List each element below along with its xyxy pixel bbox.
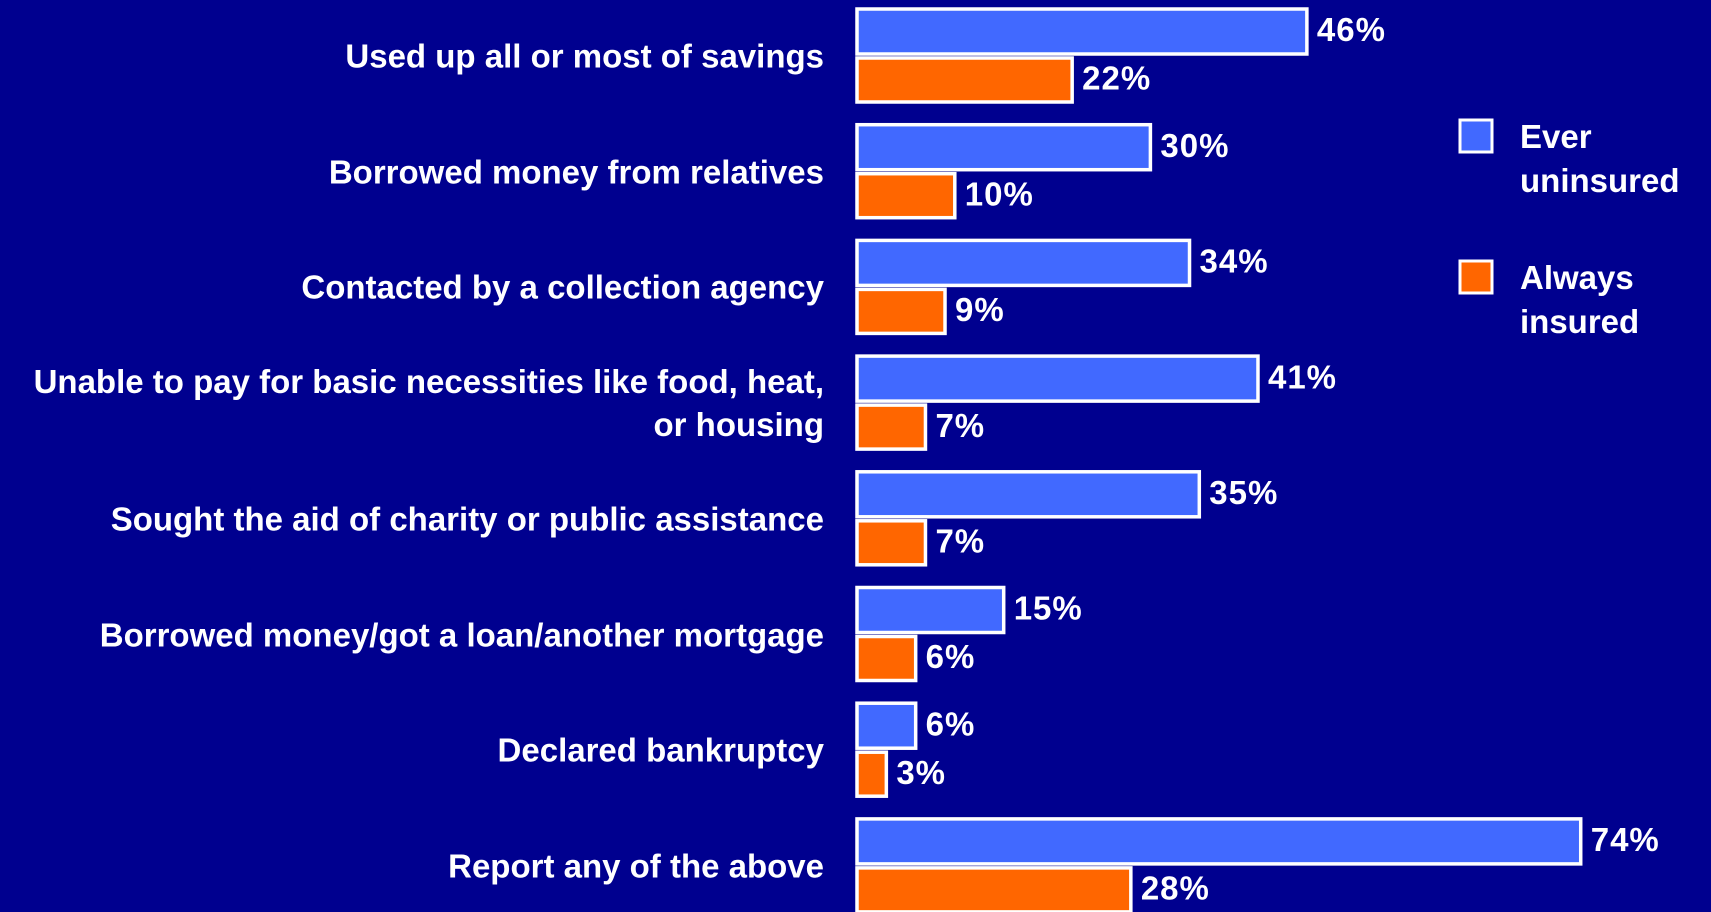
- category-label: Borrowed money/got a loan/another mortga…: [99, 616, 824, 653]
- legend-label: Always insured: [1520, 259, 1640, 340]
- bar: [855, 354, 1260, 403]
- bar: [855, 585, 1006, 635]
- bar: [855, 470, 1202, 519]
- value-label: 9%: [955, 291, 1005, 328]
- legend-swatch: [1458, 118, 1494, 154]
- value-label: 46%: [1317, 11, 1386, 48]
- legend-label: Ever uninsured: [1520, 118, 1680, 199]
- category-label: Sought the aid of charity or public assi…: [110, 500, 824, 538]
- value-label: 35%: [1209, 474, 1278, 511]
- bar: [855, 519, 928, 567]
- category-label: Declared bankruptcy: [497, 731, 824, 769]
- legend-swatch: [1458, 259, 1494, 295]
- category-label: Used up all or most of savings: [345, 37, 824, 75]
- value-label: 15%: [1014, 590, 1083, 627]
- value-label: 7%: [935, 523, 985, 560]
- category-label: Unable to pay for basic necessities like…: [33, 363, 824, 444]
- bar: [855, 634, 918, 683]
- bar: [855, 817, 1583, 866]
- bar: [855, 7, 1309, 56]
- category-label: Borrowed money from relatives: [328, 153, 824, 191]
- value-label: 22%: [1082, 60, 1151, 97]
- bar: [855, 238, 1192, 288]
- value-label: 7%: [935, 407, 985, 444]
- value-label: 28%: [1141, 870, 1210, 907]
- bar: [855, 287, 947, 336]
- bar: [855, 122, 1153, 172]
- category-label: Report any of the above: [448, 847, 824, 885]
- value-label: 74%: [1591, 821, 1660, 858]
- value-label: 6%: [926, 638, 976, 675]
- bar: [855, 866, 1133, 912]
- bar: [855, 56, 1074, 104]
- category-label: Contacted by a collection agency: [301, 268, 824, 306]
- value-label: 41%: [1268, 358, 1337, 395]
- value-label: 30%: [1160, 127, 1229, 164]
- value-label: 10%: [965, 175, 1034, 212]
- value-label: 34%: [1200, 243, 1269, 280]
- bar: [855, 403, 928, 451]
- value-label: 3%: [896, 754, 946, 791]
- bar: [855, 701, 918, 750]
- bar: [855, 750, 889, 798]
- value-label: 6%: [926, 705, 976, 742]
- bar: [855, 171, 957, 220]
